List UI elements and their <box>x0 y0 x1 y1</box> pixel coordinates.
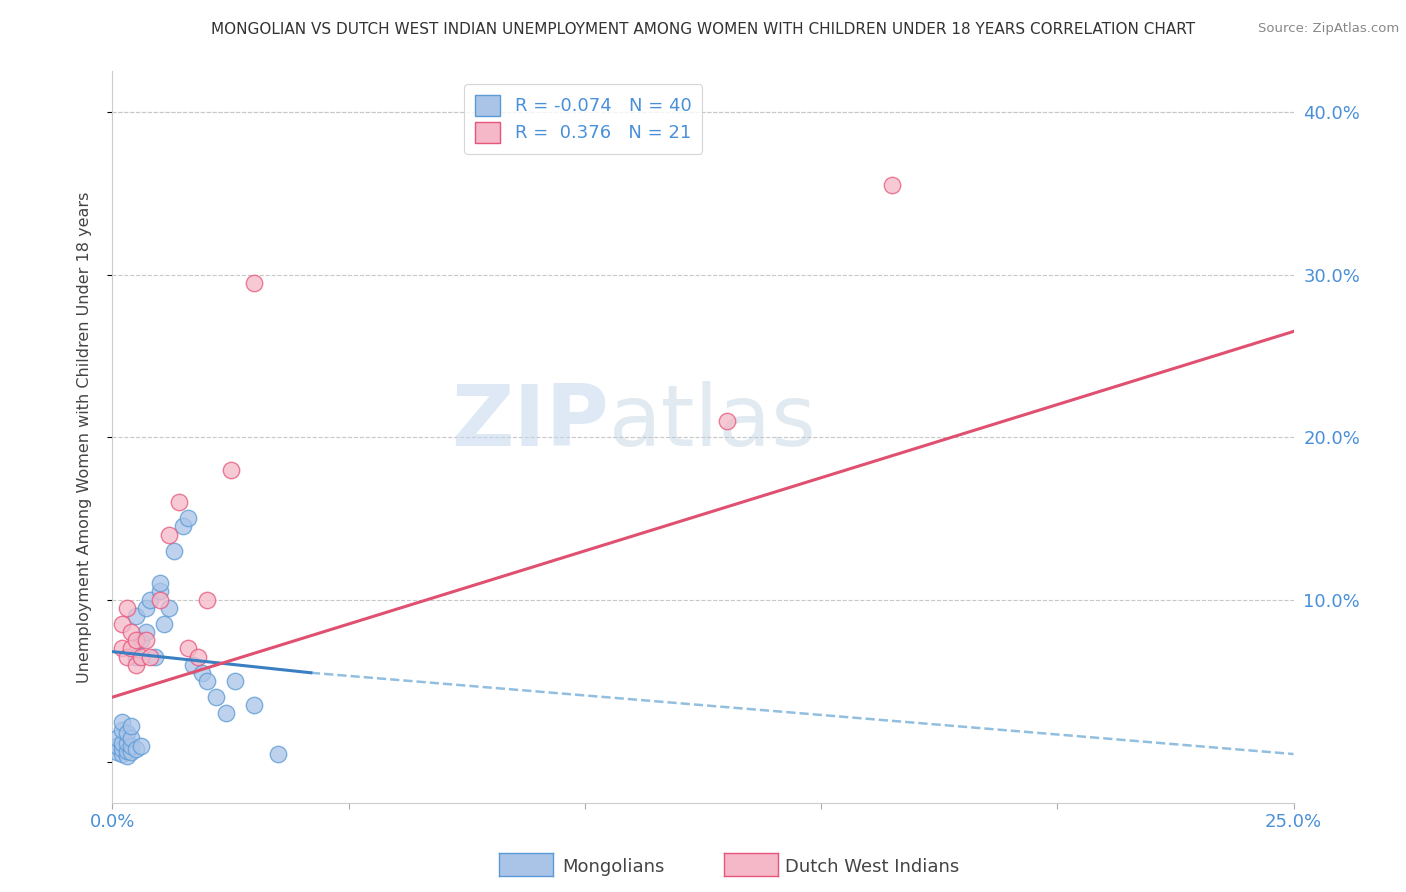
Point <box>186 649 208 664</box>
Point <box>139 649 162 664</box>
Point <box>111 714 134 729</box>
Text: atlas: atlas <box>609 381 817 464</box>
Point <box>125 649 148 664</box>
Point <box>129 649 152 664</box>
Legend: R = -0.074   N = 40, R =  0.376   N = 21: R = -0.074 N = 40, R = 0.376 N = 21 <box>464 84 702 153</box>
Point <box>195 673 218 688</box>
Point <box>149 592 172 607</box>
Point <box>243 276 266 290</box>
Point <box>120 625 142 640</box>
Point <box>880 178 903 193</box>
Point <box>139 592 162 607</box>
Text: Source: ZipAtlas.com: Source: ZipAtlas.com <box>1258 22 1399 36</box>
Point <box>111 617 134 632</box>
Point <box>157 527 180 541</box>
Point <box>125 742 148 756</box>
Point <box>125 633 148 648</box>
Point <box>120 719 142 733</box>
Point <box>135 600 157 615</box>
Point <box>267 747 290 761</box>
Point <box>243 698 266 713</box>
Point <box>172 519 194 533</box>
Point <box>111 736 134 750</box>
Text: ZIP: ZIP <box>451 381 609 464</box>
Point <box>105 739 128 753</box>
Point <box>115 726 138 740</box>
Text: Mongolians: Mongolians <box>562 858 665 876</box>
Point <box>125 657 148 672</box>
Point <box>177 641 200 656</box>
Point <box>167 495 190 509</box>
Point <box>157 600 180 615</box>
Point <box>115 744 138 758</box>
Point <box>120 731 142 745</box>
Point <box>111 747 134 761</box>
Point <box>120 746 142 760</box>
Point <box>111 723 134 737</box>
Point <box>115 649 138 664</box>
Text: MONGOLIAN VS DUTCH WEST INDIAN UNEMPLOYMENT AMONG WOMEN WITH CHILDREN UNDER 18 Y: MONGOLIAN VS DUTCH WEST INDIAN UNEMPLOYM… <box>211 22 1195 37</box>
Point <box>177 511 200 525</box>
Point <box>115 748 138 763</box>
Point <box>125 608 148 623</box>
Point <box>191 665 214 680</box>
Point <box>219 462 242 476</box>
Point <box>224 673 246 688</box>
Point <box>195 592 218 607</box>
Point <box>149 584 172 599</box>
Point <box>716 414 738 428</box>
Point <box>129 633 152 648</box>
Text: Dutch West Indians: Dutch West Indians <box>785 858 959 876</box>
Point <box>153 617 176 632</box>
Point <box>163 544 186 558</box>
Point <box>215 706 238 721</box>
Point <box>135 625 157 640</box>
Point <box>149 576 172 591</box>
Point <box>105 731 128 745</box>
Point <box>205 690 228 705</box>
Point <box>111 742 134 756</box>
Point <box>105 746 128 760</box>
Point <box>143 649 166 664</box>
Point <box>120 641 142 656</box>
Point <box>120 739 142 753</box>
Point <box>181 657 204 672</box>
Point <box>115 600 138 615</box>
Point <box>135 633 157 648</box>
Y-axis label: Unemployment Among Women with Children Under 18 years: Unemployment Among Women with Children U… <box>77 192 91 682</box>
Point <box>115 736 138 750</box>
Point <box>129 739 152 753</box>
Point <box>111 641 134 656</box>
